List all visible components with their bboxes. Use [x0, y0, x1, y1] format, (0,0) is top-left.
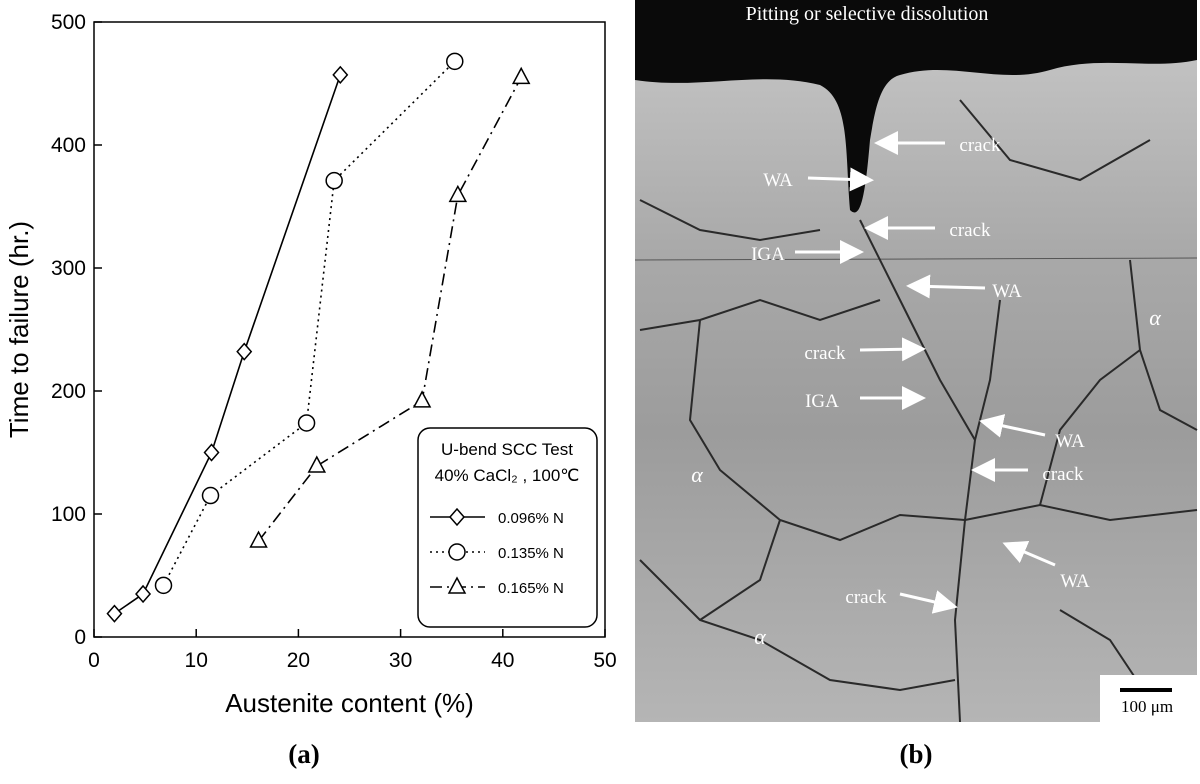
y-tick-label: 100: [51, 503, 86, 526]
legend-marker: [448, 543, 466, 561]
series-line: [113, 74, 342, 615]
data-point: [446, 52, 464, 71]
annotation-arrow: [906, 274, 986, 299]
annotation-label: crack: [1042, 464, 1084, 485]
pit-region: [635, 0, 1197, 213]
data-point: [448, 184, 468, 203]
annotation-label: IGA: [751, 244, 785, 265]
grain-boundaries: [639, 99, 1198, 723]
y-tick-label: 500: [51, 11, 86, 34]
data-point: [297, 414, 316, 432]
annotation-label: crack: [949, 220, 991, 241]
annotation-arrow: [807, 167, 874, 192]
data-point: [412, 390, 432, 408]
x-tick-label: 20: [287, 649, 310, 672]
data-point: [201, 486, 220, 505]
micrograph-background: [635, 0, 1197, 722]
legend-box: [417, 427, 598, 628]
data-point: [511, 66, 531, 85]
annotation-label: α: [1149, 305, 1161, 330]
annotation-label: crack: [845, 587, 887, 608]
series-line: [162, 60, 456, 586]
data-point: [249, 530, 268, 548]
micrograph: 100 μm Pitting or selective dissolution c…: [634, 0, 1198, 723]
y-tick-label: 0: [74, 626, 86, 649]
legend-title: U-bend SCC Test: [441, 440, 573, 459]
data-point: [106, 604, 123, 623]
annotation-arrow: [859, 337, 926, 362]
annotation-label: α: [691, 462, 703, 487]
data-point: [325, 171, 343, 190]
legend-marker: [449, 507, 465, 527]
annotation-arrow: [899, 590, 958, 614]
x-tick-label: 30: [389, 649, 412, 672]
scale-label: 100 μm: [1121, 697, 1173, 716]
annotation-label: WA: [1060, 571, 1090, 592]
y-tick-label: 400: [51, 134, 86, 157]
scale-bar: [1120, 688, 1172, 692]
data-point: [203, 443, 220, 462]
annotation-label: WA: [992, 281, 1022, 302]
legend-marker: [447, 576, 467, 594]
y-axis-label: Time to failure (hr.): [4, 221, 34, 438]
data-point: [236, 342, 253, 361]
x-tick-label: 10: [185, 649, 208, 672]
panel-label: (a): [288, 739, 319, 769]
y-tick-label: 200: [51, 380, 86, 403]
annotation-arrow: [979, 414, 1046, 438]
x-tick-label: 50: [593, 649, 616, 672]
annotation-label: IGA: [805, 391, 839, 412]
x-tick-label: 40: [491, 649, 514, 672]
data-point: [154, 576, 173, 595]
legend-label: 0.135% N: [498, 545, 564, 562]
annotation-label: Pitting or selective dissolution: [746, 3, 989, 25]
annotation-arrow: [1002, 541, 1056, 567]
legend-label: 0.096% N: [498, 510, 564, 527]
annotation-label: α: [754, 624, 766, 649]
x-axis-label: Austenite content (%): [225, 688, 474, 718]
annotation-label: crack: [959, 135, 1001, 156]
legend-title: 40% CaCl₂ , 100℃: [435, 466, 580, 485]
data-point: [135, 584, 152, 604]
x-tick-label: 0: [88, 649, 100, 672]
annotation-label: WA: [1055, 431, 1085, 452]
scale-box: [1100, 675, 1197, 722]
data-point: [307, 455, 327, 473]
legend: U-bend SCC Test 40% CaCl₂ , 100℃ 0.096% N 0…: [417, 427, 598, 628]
plot-frame: [93, 21, 606, 638]
panel-label: (b): [900, 739, 933, 769]
legend-label: 0.165% N: [498, 580, 564, 597]
image-seam: [634, 257, 1198, 261]
annotation-label: WA: [763, 170, 793, 191]
data-point: [332, 65, 349, 85]
annotation-label: crack: [804, 343, 846, 364]
y-tick-label: 300: [51, 257, 86, 280]
